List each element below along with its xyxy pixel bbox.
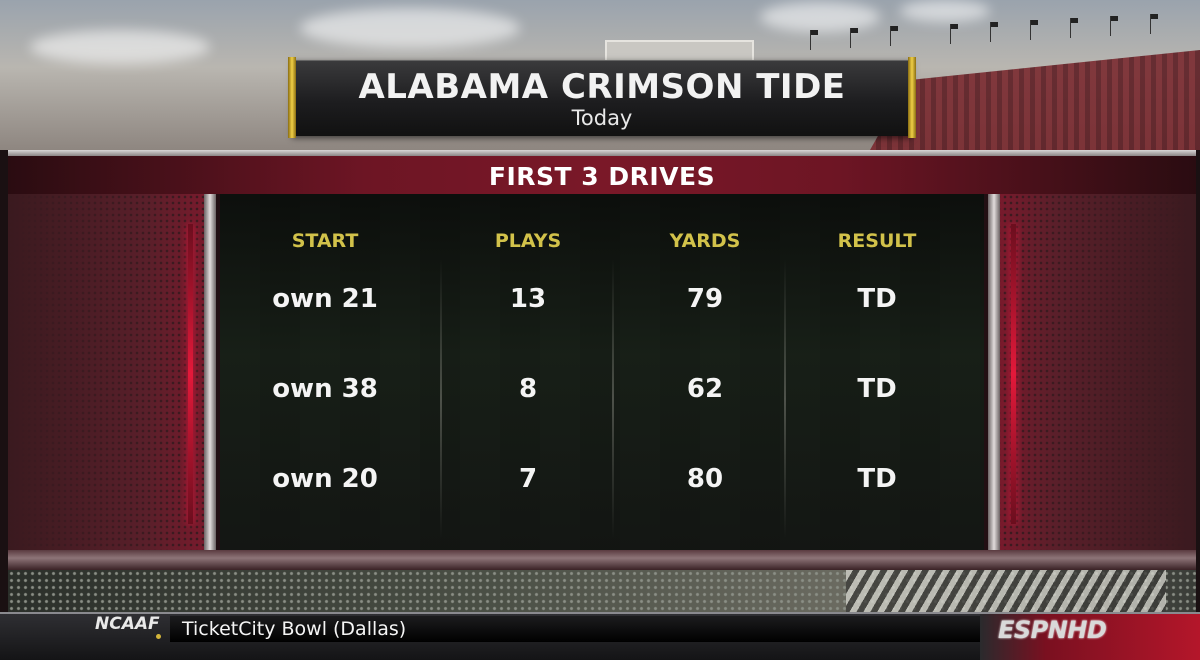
- pillar-left: [204, 194, 216, 550]
- panel-top-rail: [8, 150, 1196, 156]
- pillar-right: [988, 194, 1000, 550]
- row-2-result: TD: [857, 374, 897, 404]
- row-2-start: own 38: [272, 374, 378, 404]
- side-panel-right: [996, 194, 1196, 550]
- row-3-plays: 7: [518, 464, 538, 494]
- panel-bottom-rail: [8, 550, 1196, 570]
- row-1-result: TD: [857, 284, 897, 314]
- panel-header-bar: FIRST 3 DRIVES: [8, 156, 1196, 194]
- network-bug: ESPNHD: [980, 614, 1200, 660]
- drives-panel: FIRST 3 DRIVES START PLAYS YARDS RESULT …: [8, 150, 1196, 570]
- column-header-result: RESULT: [837, 230, 917, 252]
- column-header-start: START: [291, 230, 359, 252]
- bottom-ticker: NCAAF TicketCity Bowl (Dallas) ESPNHD: [0, 612, 1200, 660]
- column-header-yards: YARDS: [669, 230, 741, 252]
- column-divider: [440, 259, 442, 539]
- side-panel-left: [8, 194, 208, 550]
- gold-trim-right: [908, 57, 916, 138]
- stadium-field-markings: [846, 570, 1166, 615]
- ticker-separator-dot: [156, 634, 161, 639]
- row-1-yards: 79: [686, 284, 724, 314]
- panel-title: FIRST 3 DRIVES: [488, 162, 716, 191]
- team-name: ALABAMA CRIMSON TIDE: [358, 67, 846, 107]
- row-3-start: own 20: [272, 464, 378, 494]
- row-1-start: own 21: [272, 284, 378, 314]
- row-1-plays: 13: [509, 284, 547, 314]
- gold-trim-left: [288, 57, 296, 138]
- column-header-plays: PLAYS: [494, 230, 562, 252]
- stadium-flags: [790, 14, 1170, 54]
- drives-table: START PLAYS YARDS RESULT own 21 13 79 TD…: [220, 194, 984, 550]
- column-divider: [612, 259, 614, 539]
- column-divider: [784, 259, 786, 539]
- row-3-yards: 80: [686, 464, 724, 494]
- glow-bar-right: [1011, 224, 1016, 524]
- row-2-yards: 62: [686, 374, 724, 404]
- ticker-event: TicketCity Bowl (Dallas): [170, 616, 992, 642]
- espn-hd-logo-icon: ESPNHD: [998, 616, 1107, 644]
- title-banner: ALABAMA CRIMSON TIDE Today: [288, 57, 916, 138]
- glow-bar-left: [188, 224, 193, 524]
- stadium-crowd: [8, 570, 1196, 615]
- row-3-result: TD: [857, 464, 897, 494]
- ticker-league: NCAAF: [95, 614, 160, 634]
- banner-subtitle: Today: [571, 106, 633, 130]
- row-2-plays: 8: [518, 374, 538, 404]
